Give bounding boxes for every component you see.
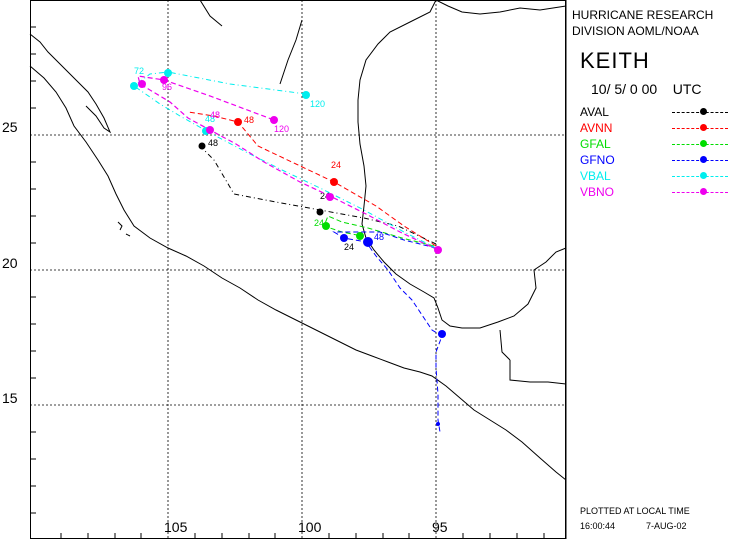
track-point [363, 237, 373, 247]
track-label: 24 [344, 242, 354, 252]
track-label: 48 [208, 138, 218, 148]
track-label: 96 [162, 82, 172, 92]
footer-time: 16:00:44 [580, 521, 616, 531]
grid [30, 0, 566, 539]
legend-marker [700, 124, 707, 131]
track-point [206, 126, 214, 134]
header-line2: DIVISION AOML/NOAA [572, 24, 699, 38]
tracks: 24 48 24 48 24 24 48 [130, 66, 446, 433]
legend-marker [700, 140, 707, 147]
lat-label: 25 [2, 119, 18, 135]
track-label: 48 [210, 110, 220, 120]
track-label: 24 [320, 191, 330, 201]
legend-marker [700, 188, 707, 195]
track-label: 24 [314, 218, 324, 228]
track-point [436, 422, 440, 426]
legend-label: GFAL [580, 137, 611, 151]
tick-marks [30, 26, 545, 539]
legend-label: VBAL [580, 169, 611, 183]
track-point [138, 80, 146, 88]
track-vbno: 96 120 48 [137, 75, 442, 254]
track-point [356, 232, 364, 240]
track-gfno: 24 48 [332, 231, 446, 433]
track-vbal: 72 120 48 [130, 66, 437, 249]
track-label: 48 [205, 114, 215, 124]
lon-label: 100 [298, 519, 322, 535]
track-point [270, 116, 278, 124]
coastline [29, 0, 567, 481]
track-point [340, 234, 348, 242]
header-line1: HURRICANE RESEARCH [572, 8, 714, 22]
track-point [316, 208, 324, 216]
track-point [322, 222, 330, 230]
track-point [130, 82, 138, 90]
legend-marker [700, 156, 707, 163]
footer-date: 7-AUG-02 [646, 521, 687, 531]
lon-label: 105 [164, 519, 188, 535]
track-label: 48 [244, 115, 254, 125]
track-label: 48 [374, 232, 384, 242]
track-point [160, 76, 168, 84]
track-aval: 24 48 [198, 138, 437, 245]
lat-label: 20 [2, 255, 18, 271]
legend-label: AVNN [580, 121, 613, 135]
track-label: 120 [310, 99, 325, 109]
map-frame [30, 0, 566, 539]
footer-note: PLOTTED AT LOCAL TIME [580, 506, 690, 516]
storm-name: KEITH [580, 48, 650, 73]
track-point [434, 246, 442, 254]
legend-item-gfal: GFAL [580, 136, 740, 152]
lon-label: 95 [432, 519, 448, 535]
track-gfal: 24 [314, 215, 435, 247]
legend-marker [700, 108, 707, 115]
track-label: 24 [331, 160, 341, 170]
legend-label: VBNO [580, 185, 615, 199]
track-point [198, 142, 206, 150]
track-point [330, 178, 338, 186]
track-label: 120 [274, 124, 289, 134]
init-time: 10/ 5/ 0 00 UTC [591, 81, 702, 97]
track-label: 72 [134, 66, 144, 76]
track-point [326, 193, 334, 201]
track-point [164, 69, 172, 77]
legend-item-gfno: GFNO [580, 152, 740, 168]
legend-item-aval: AVAL [580, 104, 740, 120]
legend-label: AVAL [580, 105, 609, 119]
legend-item-vbal: VBAL [580, 168, 740, 184]
lat-label: 15 [2, 390, 18, 406]
legend-marker [700, 172, 707, 179]
track-point [234, 118, 242, 126]
legend-item-avnn: AVNN [580, 120, 740, 136]
track-point [438, 330, 446, 338]
legend-item-vbno: VBNO [580, 184, 740, 200]
track-point [302, 91, 310, 99]
track-avnn: 24 48 [187, 111, 437, 247]
legend-label: GFNO [580, 153, 615, 167]
